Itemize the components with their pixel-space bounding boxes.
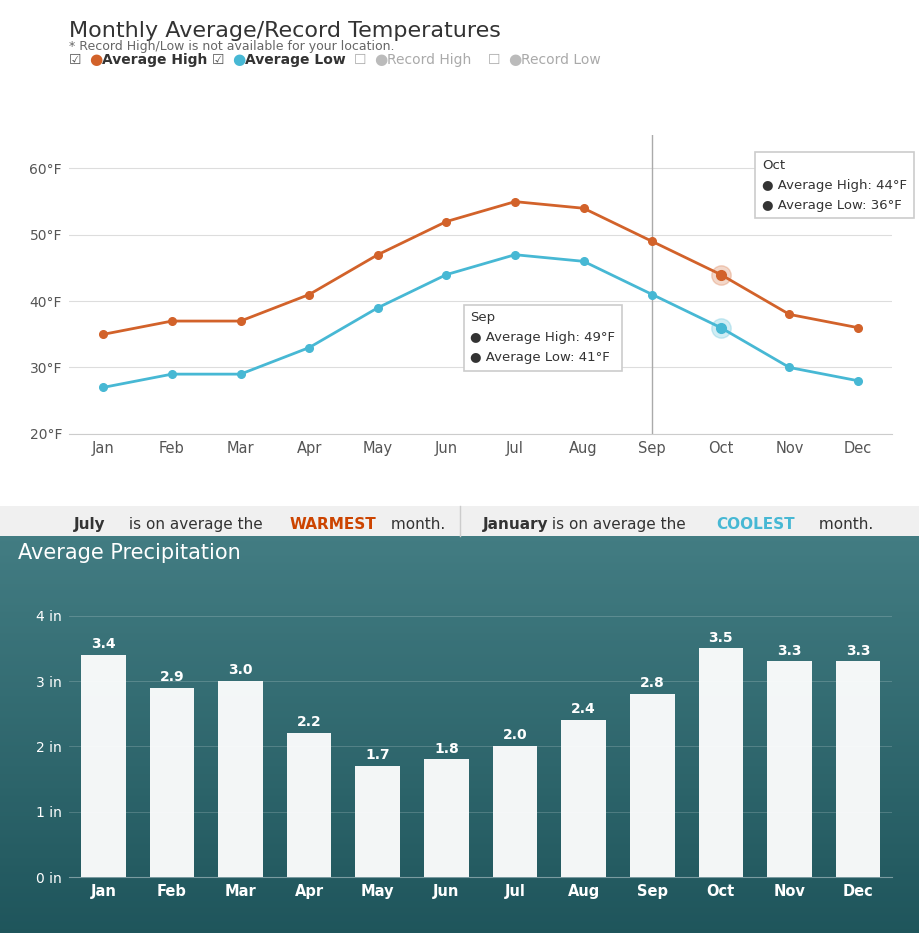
Bar — [287, 733, 331, 877]
Text: month.: month. — [386, 517, 445, 532]
Text: 3.0: 3.0 — [228, 663, 253, 677]
Text: Average Precipitation: Average Precipitation — [18, 543, 241, 563]
Bar — [630, 694, 674, 877]
Bar — [834, 661, 879, 877]
Text: Monthly Average/Record Temperatures: Monthly Average/Record Temperatures — [69, 21, 500, 40]
Text: ●: ● — [374, 52, 387, 67]
Text: January: January — [482, 517, 548, 532]
Bar — [561, 720, 606, 877]
Text: Oct
● Average High: 44°F
● Average Low: 36°F: Oct ● Average High: 44°F ● Average Low: … — [761, 159, 906, 212]
Text: ☐: ☐ — [354, 52, 367, 67]
Text: is on average the: is on average the — [547, 517, 690, 532]
Bar — [493, 746, 537, 877]
Bar — [355, 766, 400, 877]
Bar — [218, 681, 263, 877]
Text: ☑: ☑ — [211, 52, 224, 67]
Text: COOLEST: COOLEST — [715, 517, 793, 532]
Text: Record Low: Record Low — [520, 52, 600, 67]
Bar — [81, 655, 126, 877]
Text: month.: month. — [813, 517, 872, 532]
Text: ●: ● — [232, 52, 244, 67]
Bar — [424, 759, 468, 877]
Text: 2.4: 2.4 — [571, 703, 596, 717]
Text: 3.4: 3.4 — [91, 637, 116, 651]
Text: is on average the: is on average the — [124, 517, 267, 532]
Text: ☑: ☑ — [69, 52, 82, 67]
Text: July: July — [74, 517, 105, 532]
Bar — [766, 661, 811, 877]
Text: 3.5: 3.5 — [708, 631, 732, 645]
Text: WARMEST: WARMEST — [289, 517, 376, 532]
Text: 2.8: 2.8 — [640, 676, 664, 690]
Text: 1.7: 1.7 — [365, 748, 390, 762]
Text: ☐: ☐ — [487, 52, 500, 67]
Text: ●: ● — [89, 52, 102, 67]
Bar — [150, 688, 194, 877]
Text: ●: ● — [507, 52, 520, 67]
Bar — [698, 648, 743, 877]
Text: * Record High/Low is not available for your location.: * Record High/Low is not available for y… — [69, 40, 394, 53]
Text: Sep
● Average High: 49°F
● Average Low: 41°F: Sep ● Average High: 49°F ● Average Low: … — [470, 311, 615, 364]
Text: Average Low: Average Low — [244, 52, 346, 67]
Text: 2.9: 2.9 — [159, 670, 184, 684]
Text: Average High: Average High — [102, 52, 208, 67]
Text: 3.3: 3.3 — [845, 644, 869, 658]
Text: 2.2: 2.2 — [297, 716, 321, 730]
Text: Record High: Record High — [387, 52, 471, 67]
Text: 1.8: 1.8 — [434, 742, 459, 756]
Text: 2.0: 2.0 — [502, 729, 527, 743]
Text: 3.3: 3.3 — [777, 644, 800, 658]
